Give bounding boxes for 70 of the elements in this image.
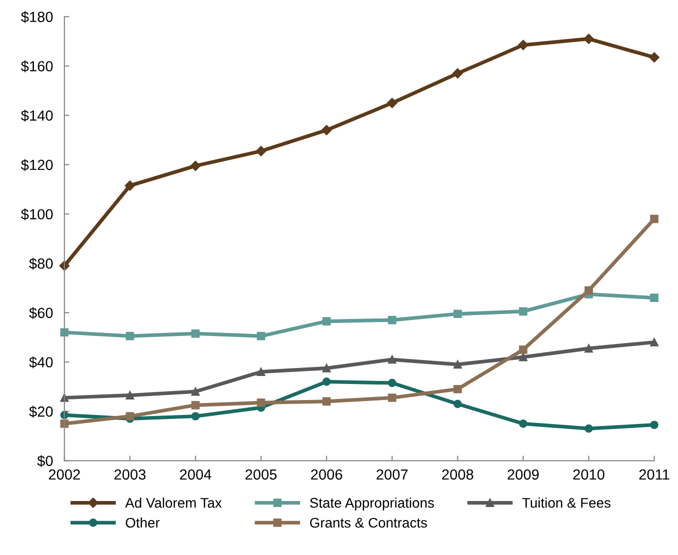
point: [453, 310, 462, 318]
x-tick-label: 2009: [508, 469, 539, 480]
legend-label: Grants & Contracts: [310, 518, 427, 528]
point: [191, 400, 200, 410]
point: [256, 332, 266, 340]
point: [519, 345, 528, 354]
point: [256, 146, 266, 156]
x-tick-label: 2011: [639, 469, 670, 480]
point: [322, 317, 331, 326]
legend-label: State Appropriations: [310, 498, 434, 511]
point: [256, 368, 266, 376]
y-tick-label: $160: [21, 60, 53, 72]
point: [60, 328, 69, 337]
point: [191, 329, 200, 338]
point: [453, 384, 462, 394]
x-tick-label: 2006: [311, 469, 342, 480]
y-tick-label: $20: [29, 406, 53, 418]
point: [650, 338, 658, 346]
legend-label: Tuition & Fees: [522, 498, 610, 508]
y-tick-label: $120: [21, 159, 53, 171]
point: [191, 412, 200, 420]
x-tick-label: 2008: [442, 469, 474, 480]
point: [453, 400, 462, 408]
point: [191, 387, 200, 396]
point: [126, 412, 134, 420]
x-tick-label: 2004: [180, 469, 212, 480]
y-tick-label: $180: [21, 11, 53, 23]
point: [321, 125, 332, 136]
x-tick-label: 2003: [114, 469, 146, 480]
x-tick-label: 2002: [48, 469, 80, 480]
point: [519, 352, 528, 362]
point: [584, 344, 593, 353]
point: [59, 260, 70, 271]
point: [388, 378, 396, 388]
point: [584, 286, 593, 295]
point: [386, 98, 398, 108]
point: [452, 68, 463, 78]
y-tick-label: $80: [29, 258, 53, 270]
point: [650, 294, 658, 302]
point: [584, 424, 593, 433]
point: [519, 419, 528, 428]
point: [126, 332, 134, 340]
legend-label: Other: [126, 517, 160, 528]
point: [519, 307, 528, 316]
point: [453, 360, 462, 369]
point: [388, 355, 396, 364]
point: [124, 180, 136, 191]
point: [322, 397, 331, 406]
y-tick-label: $40: [29, 356, 53, 368]
legend-label: Ad Valorem Tax: [125, 498, 222, 508]
x-tick-label: 2005: [246, 469, 277, 480]
point: [518, 40, 528, 50]
point: [388, 316, 396, 324]
y-tick-label: $0: [37, 455, 53, 467]
point: [322, 378, 331, 386]
point: [584, 34, 594, 44]
point: [322, 364, 331, 372]
x-tick-label: 2007: [376, 469, 408, 480]
y-tick-label: $140: [21, 110, 53, 122]
x-tick-label: 2010: [573, 469, 604, 480]
y-tick-label: $60: [29, 307, 53, 319]
point: [649, 52, 660, 62]
point: [388, 394, 396, 402]
point: [60, 419, 69, 428]
point: [650, 214, 658, 224]
point: [650, 420, 658, 430]
point: [256, 398, 266, 407]
y-tick-label: $100: [21, 208, 53, 220]
point: [190, 160, 201, 171]
point: [126, 391, 134, 400]
